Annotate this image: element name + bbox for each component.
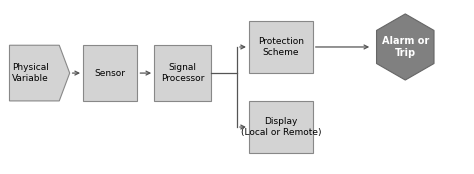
Text: Protection
Scheme: Protection Scheme	[258, 37, 304, 57]
Text: Physical
Variable: Physical Variable	[12, 63, 49, 83]
FancyBboxPatch shape	[249, 21, 313, 73]
Text: Display
(Local or Remote): Display (Local or Remote)	[241, 117, 321, 137]
FancyBboxPatch shape	[154, 45, 211, 101]
Text: Signal
Processor: Signal Processor	[161, 63, 204, 83]
Text: Sensor: Sensor	[95, 69, 126, 78]
Text: Alarm or
Trip: Alarm or Trip	[382, 36, 429, 58]
FancyBboxPatch shape	[83, 45, 137, 101]
Polygon shape	[376, 14, 434, 80]
Polygon shape	[9, 45, 70, 101]
FancyBboxPatch shape	[249, 101, 313, 153]
